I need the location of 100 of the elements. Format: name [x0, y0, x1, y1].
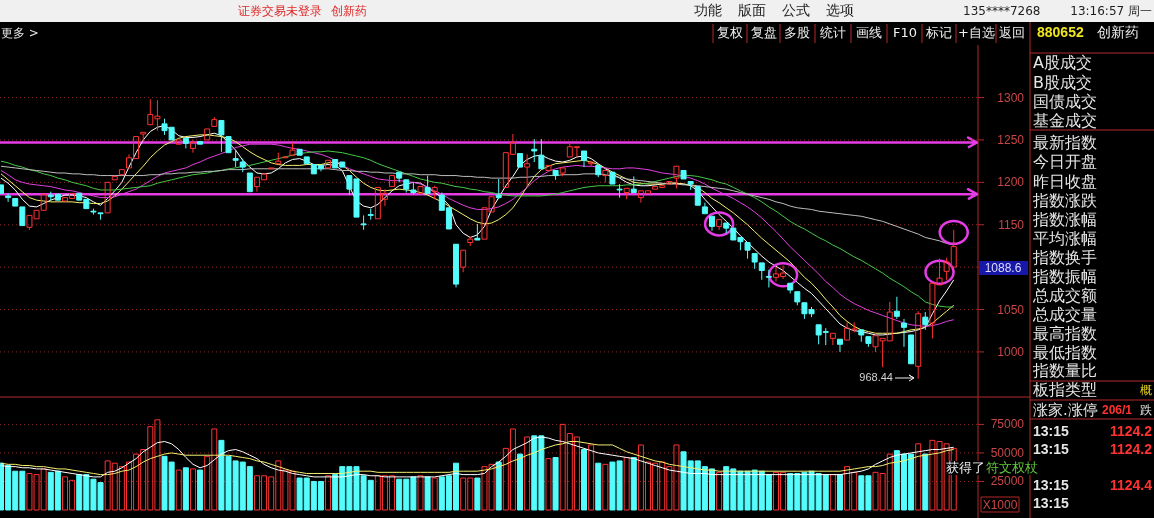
candlestick: [325, 159, 332, 169]
candlestick: [296, 148, 303, 156]
candlestick: [538, 138, 545, 170]
text: 版面: [738, 2, 766, 18]
candlestick: [744, 242, 751, 260]
text: 复权: [717, 25, 743, 40]
bar: [552, 456, 559, 511]
point: [938, 219, 969, 246]
candlestick: [5, 192, 12, 203]
text: 创新药: [1097, 24, 1139, 40]
text: 最新指数: [1033, 133, 1097, 152]
bar: [197, 469, 204, 511]
candlestick: [545, 164, 552, 171]
bar: [581, 449, 588, 511]
bar: [602, 463, 609, 511]
text: 基金成交: [1033, 110, 1097, 130]
candlestick: [716, 219, 723, 231]
text: 总成交额: [1032, 286, 1097, 305]
candlestick: [175, 139, 182, 145]
bar: [623, 456, 630, 511]
text: B股成交: [1033, 72, 1092, 92]
text: 135****7268: [963, 4, 1041, 18]
candlestick: [189, 139, 196, 154]
bar: [595, 462, 602, 511]
candlestick: [474, 223, 481, 241]
candlestick: [709, 215, 715, 232]
bar: [517, 453, 524, 511]
y-tick-label: 1000: [997, 344, 1025, 359]
bar: [182, 467, 189, 511]
bar: [836, 474, 843, 511]
candlestick: [666, 181, 673, 185]
bar: [630, 456, 637, 511]
y-tick-label: 1050: [997, 302, 1025, 317]
candlestick: [111, 175, 118, 181]
candlestick: [225, 136, 232, 154]
candlestick: [531, 138, 538, 163]
candlestick: [900, 318, 907, 348]
text: 13:15: [1033, 441, 1070, 457]
text: +自选: [958, 25, 995, 40]
candlestick: [360, 214, 367, 231]
text: 概: [1140, 383, 1152, 397]
text: 指数量比: [1032, 361, 1097, 380]
bar: [588, 444, 595, 511]
text: 指数涨幅: [1032, 210, 1097, 229]
text: 今日开盘: [1033, 152, 1097, 171]
text: 13:15: [1033, 477, 1070, 493]
bar: [545, 458, 552, 511]
text: 13:15: [1033, 495, 1070, 511]
candlestick: [118, 169, 125, 176]
y-tick-label: 50000: [990, 445, 1025, 460]
candlestick: [246, 172, 253, 193]
candlestick: [581, 150, 588, 168]
y-tick-label: 25000: [990, 474, 1025, 489]
text: 1124.2: [1109, 423, 1153, 439]
bar: [175, 469, 182, 511]
text: 13:15: [1033, 423, 1070, 439]
candlestick: [908, 334, 915, 365]
annotation: 968.44: [859, 371, 893, 383]
text: 更多 >: [1, 26, 39, 40]
bar: [716, 471, 723, 511]
bar: [829, 474, 836, 511]
candlestick: [389, 175, 396, 188]
text: A股成交: [1033, 53, 1092, 72]
y-tick-label: 1200: [997, 175, 1025, 190]
candlestick: [829, 332, 836, 346]
candlestick: [282, 156, 289, 159]
text: 880652: [1037, 24, 1084, 40]
text: 指数振幅: [1032, 266, 1097, 286]
candlestick: [694, 186, 701, 206]
bar: [417, 475, 424, 511]
y-tick-label: 1300: [997, 90, 1025, 105]
y-tick-label: 1150: [998, 217, 1025, 232]
text: 指数换手: [1032, 247, 1097, 267]
text: 指数涨跌: [1032, 190, 1097, 210]
text: 公式: [782, 2, 810, 18]
bar: [922, 453, 929, 511]
candlestick: [268, 167, 275, 170]
text: 总成交量: [1032, 305, 1097, 324]
candlestick: [417, 186, 424, 194]
text: 13:16:57 周一: [1070, 4, 1152, 18]
y-tick-label: 1250: [997, 132, 1025, 147]
text: 1124.2: [1109, 441, 1153, 457]
candlestick: [893, 296, 900, 320]
text: 国债成交: [1033, 91, 1097, 111]
candlestick: [865, 336, 872, 348]
text: 206/1: [1102, 403, 1133, 417]
candlestick: [517, 153, 524, 168]
candlestick: [275, 152, 282, 165]
candlestick: [588, 161, 595, 167]
candlestick: [673, 165, 680, 189]
point: [703, 211, 735, 237]
text: 功能: [694, 2, 722, 18]
text: 选项: [826, 2, 854, 18]
candlestick: [701, 202, 708, 215]
text: 1124.4: [1109, 477, 1153, 493]
candlestick: [104, 181, 111, 214]
bar: [524, 436, 531, 511]
bar: [915, 443, 922, 511]
candlestick: [182, 137, 189, 149]
text: 证券交易未登录: [238, 4, 322, 18]
